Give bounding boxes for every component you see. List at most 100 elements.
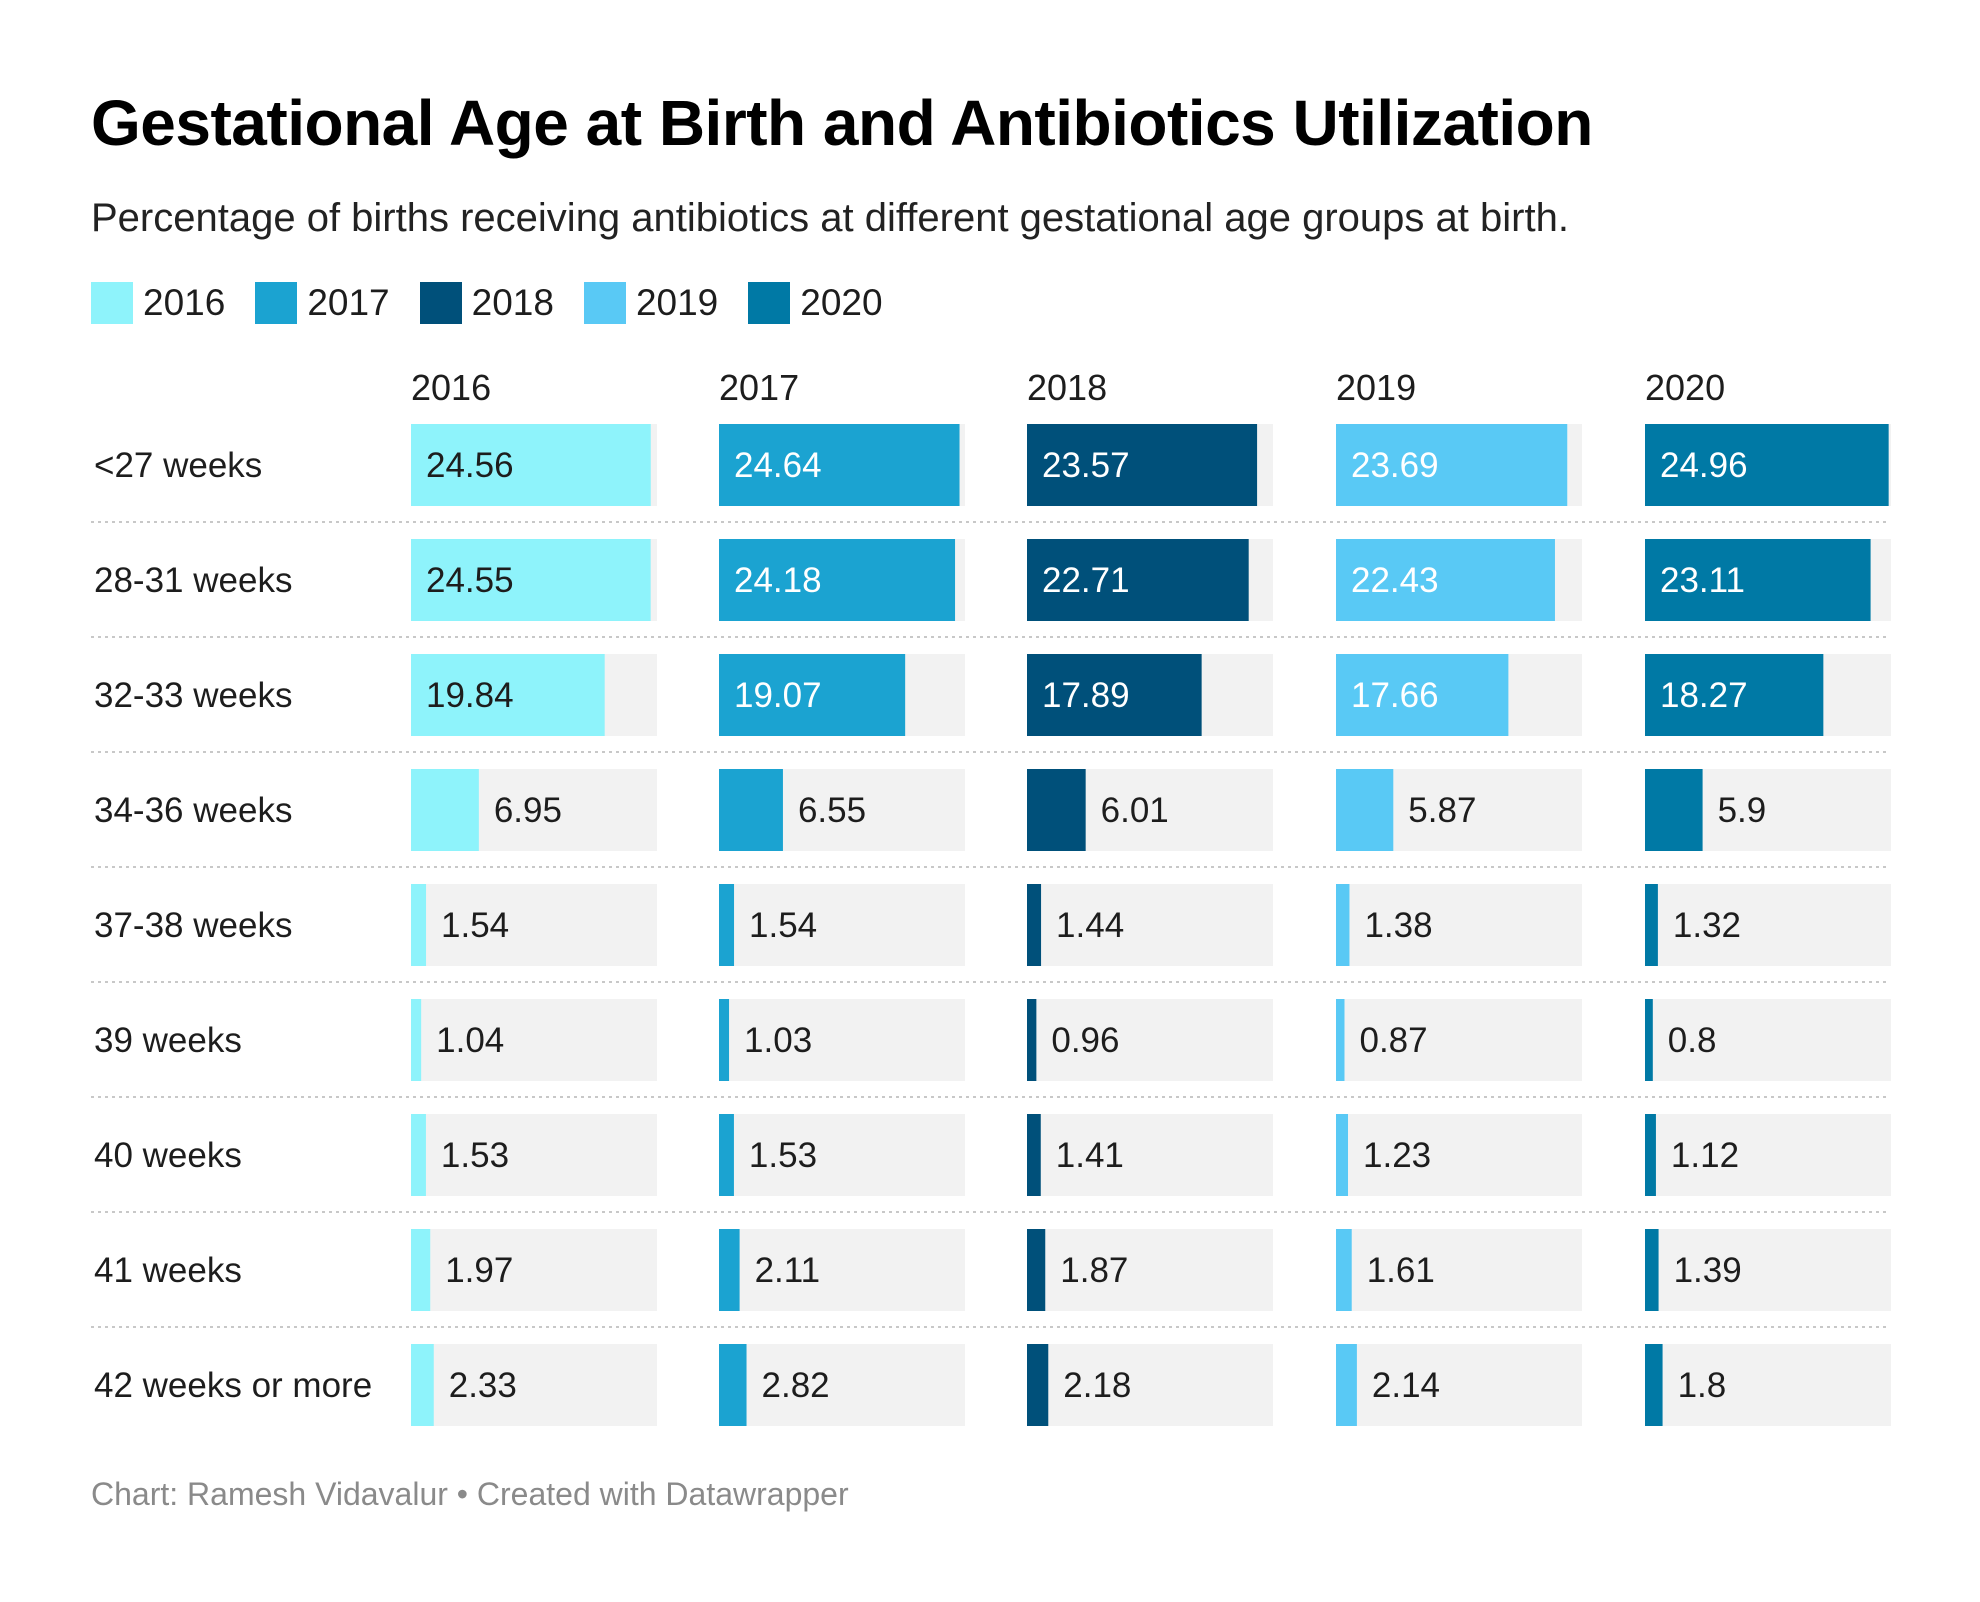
legend-label-2020: 2020: [800, 282, 883, 323]
bar-2016: [411, 999, 422, 1081]
legend-label-2017: 2017: [307, 282, 390, 323]
bar-value-label: 1.53: [749, 1136, 817, 1175]
bar-value-label: 1.87: [1060, 1251, 1128, 1290]
row-label: 34-36 weeks: [94, 791, 292, 830]
bar-track: [1336, 1344, 1582, 1426]
bar-value-label: 1.41: [1056, 1136, 1124, 1175]
row-label: 28-31 weeks: [94, 561, 292, 600]
column-header-2019: 2019: [1336, 367, 1416, 408]
bar-value-label: 19.07: [734, 676, 822, 715]
bar-2017: [719, 769, 783, 851]
bar-value-label: 1.53: [441, 1136, 509, 1175]
bar-2016: [411, 1114, 426, 1196]
legend-swatch-2018: [419, 282, 462, 324]
legend-item-2018: 2018: [419, 282, 554, 324]
bar-value-label: 19.84: [426, 676, 514, 715]
bar-2017: [719, 999, 730, 1081]
bar-2020: [1645, 884, 1658, 966]
bar-value-label: 1.61: [1367, 1251, 1435, 1290]
row-label: 41 weeks: [94, 1251, 242, 1290]
bar-2018: [1027, 424, 1258, 506]
bar-track: [1336, 999, 1582, 1081]
bar-value-label: 2.82: [762, 1366, 830, 1405]
chart-subtitle: Percentage of births receiving antibioti…: [91, 196, 1569, 240]
bar-value-label: 18.27: [1660, 676, 1748, 715]
bar-value-label: 0.96: [1051, 1021, 1119, 1060]
bar-2017: [719, 654, 906, 736]
bar-2019: [1336, 769, 1394, 851]
bar-2016: [411, 769, 479, 851]
bar-2016: [411, 539, 651, 621]
bar-value-label: 1.03: [744, 1021, 812, 1060]
bar-2019: [1336, 1229, 1352, 1311]
bar-2017: [719, 424, 960, 506]
bar-2019: [1336, 654, 1509, 736]
bar-2017: [719, 884, 735, 966]
bar-2019: [1336, 539, 1555, 621]
legend-item-2020: 2020: [748, 282, 883, 324]
bar-2018: [1027, 539, 1249, 621]
row-label: 40 weeks: [94, 1136, 242, 1175]
legend-label-2019: 2019: [635, 282, 719, 323]
column-header-2020: 2020: [1645, 367, 1725, 408]
bar-value-label: 0.87: [1359, 1021, 1427, 1060]
bar-2016: [411, 1229, 431, 1311]
bar-value-label: 2.18: [1063, 1366, 1131, 1405]
bar-2020: [1645, 769, 1703, 851]
bar-2018: [1027, 1114, 1041, 1196]
bar-2019: [1336, 424, 1568, 506]
bar-value-label: 0.8: [1668, 1021, 1717, 1060]
chart-legend: 2016 2017 2018 2019 2020: [91, 281, 913, 325]
bar-2017: [719, 1229, 740, 1311]
bar-value-label: 23.57: [1042, 446, 1130, 485]
bar-track: [1027, 1229, 1273, 1311]
legend-item-2016: 2016: [91, 282, 225, 324]
bar-track: [719, 1344, 965, 1426]
bar-2018: [1027, 769, 1086, 851]
bar-value-label: 1.38: [1364, 906, 1432, 945]
row-label: 32-33 weeks: [94, 676, 292, 715]
bar-2017: [719, 539, 956, 621]
bar-value-label: 1.39: [1674, 1251, 1742, 1290]
legend-label-2018: 2018: [471, 282, 554, 323]
bar-2018: [1027, 884, 1042, 966]
bar-2017: [719, 1344, 747, 1426]
bar-2020: [1645, 1229, 1659, 1311]
legend-swatch-2019: [583, 282, 626, 324]
bar-track: [1645, 1114, 1891, 1196]
bar-value-label: 22.43: [1351, 561, 1439, 600]
row-label: 39 weeks: [94, 1021, 242, 1060]
bar-value-label: 22.71: [1042, 561, 1130, 600]
bar-2016: [411, 1344, 434, 1426]
bar-value-label: 17.89: [1042, 676, 1130, 715]
bar-track: [1336, 884, 1582, 966]
bar-value-label: 1.54: [441, 906, 509, 945]
bar-track: [411, 884, 657, 966]
bar-value-label: 1.12: [1671, 1136, 1739, 1175]
bar-value-label: 5.9: [1718, 791, 1767, 830]
bar-track: [1027, 884, 1273, 966]
bar-value-label: 24.64: [734, 446, 822, 485]
bar-2016: [411, 884, 427, 966]
bar-value-label: 1.8: [1678, 1366, 1727, 1405]
bar-track: [719, 1229, 965, 1311]
legend-item-2017: 2017: [255, 282, 390, 324]
bar-value-label: 24.96: [1660, 446, 1748, 485]
row-label: <27 weeks: [94, 446, 262, 485]
bar-value-label: 1.04: [436, 1021, 504, 1060]
bar-2020: [1645, 539, 1871, 621]
chart-title: Gestational Age at Birth and Antibiotics…: [91, 87, 1593, 159]
legend-swatch-2017: [255, 282, 298, 324]
bar-track: [411, 1114, 657, 1196]
bar-value-label: 24.56: [426, 446, 514, 485]
bar-value-label: 6.95: [494, 791, 562, 830]
bar-track: [719, 1114, 965, 1196]
bar-2020: [1645, 1344, 1663, 1426]
bar-value-label: 2.33: [449, 1366, 517, 1405]
bar-track: [719, 999, 965, 1081]
bar-value-label: 23.69: [1351, 446, 1439, 485]
bar-2016: [411, 424, 651, 506]
bar-value-label: 6.55: [798, 791, 866, 830]
column-header-2016: 2016: [411, 367, 491, 408]
bar-2019: [1336, 884, 1350, 966]
